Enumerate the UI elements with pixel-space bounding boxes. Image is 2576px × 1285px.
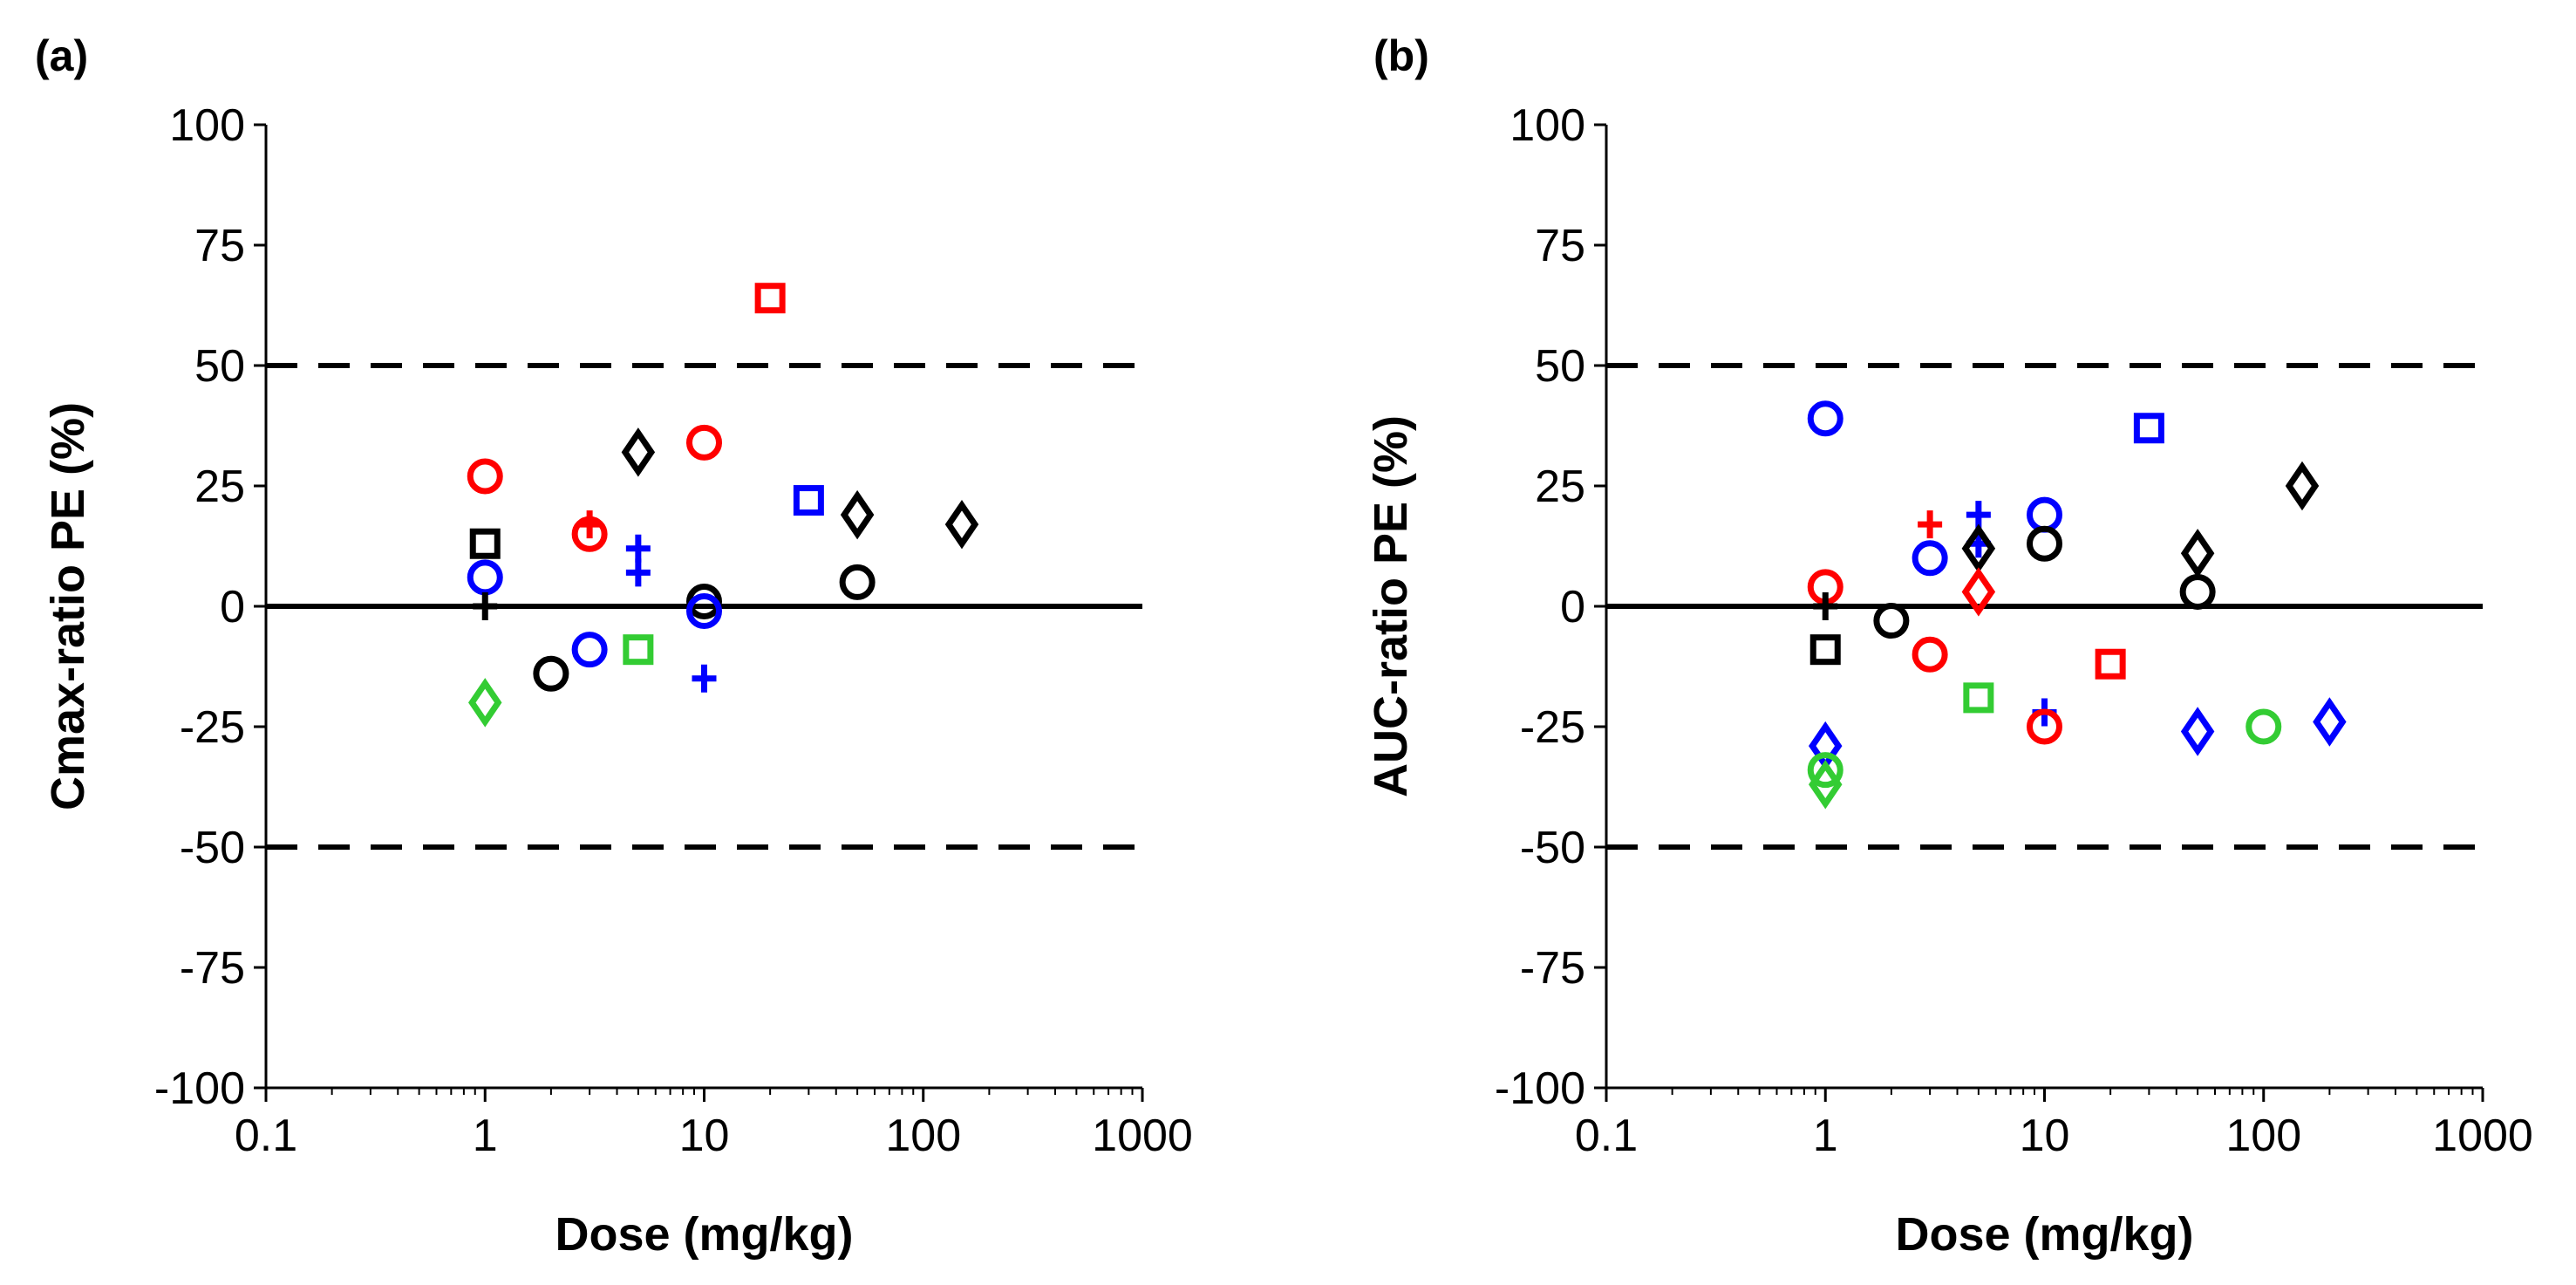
y-tick-label: -50 <box>180 823 245 873</box>
data-point-diamond <box>621 427 656 477</box>
data-point-diamond <box>840 489 875 540</box>
y-tick-label: 50 <box>1535 341 1585 392</box>
y-axis-title: Cmax-ratio PE (%) <box>42 402 94 810</box>
data-point-diamond <box>1809 760 1843 810</box>
data-point-square <box>2133 413 2164 444</box>
data-point-diamond <box>1961 567 1996 617</box>
panel-a-plot: 100 75 50 25 0 -25 -50 -75 -1000.1 1 10 100 1000 Dose… <box>42 100 1193 1261</box>
data-point-circle <box>1873 603 1910 639</box>
y-tick-label: -25 <box>1520 702 1585 753</box>
data-point-square <box>2095 648 2126 680</box>
y-tick-label: 100 <box>169 100 245 151</box>
data-point-circle <box>686 593 722 630</box>
data-point-circle <box>533 655 569 692</box>
data-point-plus <box>577 510 603 539</box>
data-point-square <box>1809 634 1841 666</box>
x-axis-title: Dose (mg/kg) <box>555 1208 853 1261</box>
y-tick-label: 75 <box>194 221 245 271</box>
y-tick-label: -75 <box>180 943 245 994</box>
data-point-plus <box>625 558 651 587</box>
data-point-diamond <box>468 678 502 728</box>
panel-a-label: (a) <box>35 31 89 80</box>
data-point-circle <box>686 424 722 461</box>
y-tick-label: -25 <box>180 702 245 753</box>
y-tick-label: -100 <box>154 1063 245 1114</box>
x-axis-title: Dose (mg/kg) <box>1895 1208 2193 1261</box>
x-tick-label: 100 <box>2225 1111 2301 1161</box>
panel-b-plot: 100 75 50 25 0 -25 -50 -75 -1000.1 1 10 100 1000 Dose… <box>1365 100 2533 1261</box>
data-point-plus <box>692 664 717 693</box>
data-point-square <box>754 283 786 314</box>
data-point-diamond <box>2285 461 2320 511</box>
data-point-circle <box>2027 708 2062 745</box>
data-point-square <box>793 485 824 516</box>
y-tick-label: -50 <box>1520 823 1585 873</box>
x-tick-label: 10 <box>679 1111 730 1161</box>
data-point-square <box>1963 682 1994 714</box>
data-point-circle <box>467 458 503 495</box>
x-tick-label: 1000 <box>2432 1111 2533 1161</box>
x-tick-label: 100 <box>885 1111 961 1161</box>
x-tick-label: 1 <box>1813 1111 1838 1161</box>
y-tick-label: 25 <box>194 461 245 512</box>
data-point-diamond <box>2180 707 2215 756</box>
y-tick-label: -75 <box>1520 943 1585 994</box>
panel-b-label: (b) <box>1373 31 1429 80</box>
panel-b-chart: (b) 100 75 50 25 0 -25 -50 -75 -100 0.1 1 10 100 1000… <box>1288 0 2576 1285</box>
data-point-plus <box>1813 592 1838 620</box>
data-point-circle <box>2027 496 2062 533</box>
data-point-diamond <box>944 499 979 550</box>
data-point-circle <box>2245 708 2282 745</box>
data-point-diamond <box>2313 697 2347 747</box>
data-point-circle <box>1912 636 1948 673</box>
y-tick-label: 75 <box>1535 221 1585 271</box>
data-point-plus <box>473 592 498 620</box>
data-point-circle <box>1807 400 1843 437</box>
x-tick-label: 0.1 <box>1575 1111 1638 1161</box>
x-tick-label: 0.1 <box>235 1111 297 1161</box>
y-tick-label: 100 <box>1509 100 1585 151</box>
data-point-circle <box>2027 525 2062 562</box>
y-tick-label: 25 <box>1535 461 1585 512</box>
data-point-square <box>623 634 654 666</box>
y-tick-label: 50 <box>194 341 245 392</box>
y-tick-label: -100 <box>1495 1063 1585 1114</box>
data-point-circle <box>467 559 503 596</box>
y-tick-label: 0 <box>220 582 245 632</box>
data-point-circle <box>2179 573 2216 610</box>
data-point-circle <box>1912 540 1948 577</box>
data-point-square <box>469 528 501 559</box>
x-tick-label: 10 <box>2020 1111 2070 1161</box>
data-point-plus <box>1918 510 1943 539</box>
panel-a-chart: (a) 100 75 50 25 0 -25 -50 -75 -100 0.1 1 10 100 1000… <box>35 31 1193 1261</box>
y-axis-title: AUC-ratio PE (%) <box>1365 415 1417 797</box>
data-point-circle <box>1807 752 1843 789</box>
x-tick-label: 1000 <box>1092 1111 1193 1161</box>
data-point-plus <box>625 534 651 563</box>
data-point-circle <box>571 632 608 668</box>
y-tick-label: 0 <box>1560 582 1585 632</box>
x-tick-label: 1 <box>473 1111 498 1161</box>
data-point-circle <box>839 564 876 600</box>
data-point-diamond <box>2180 529 2215 578</box>
